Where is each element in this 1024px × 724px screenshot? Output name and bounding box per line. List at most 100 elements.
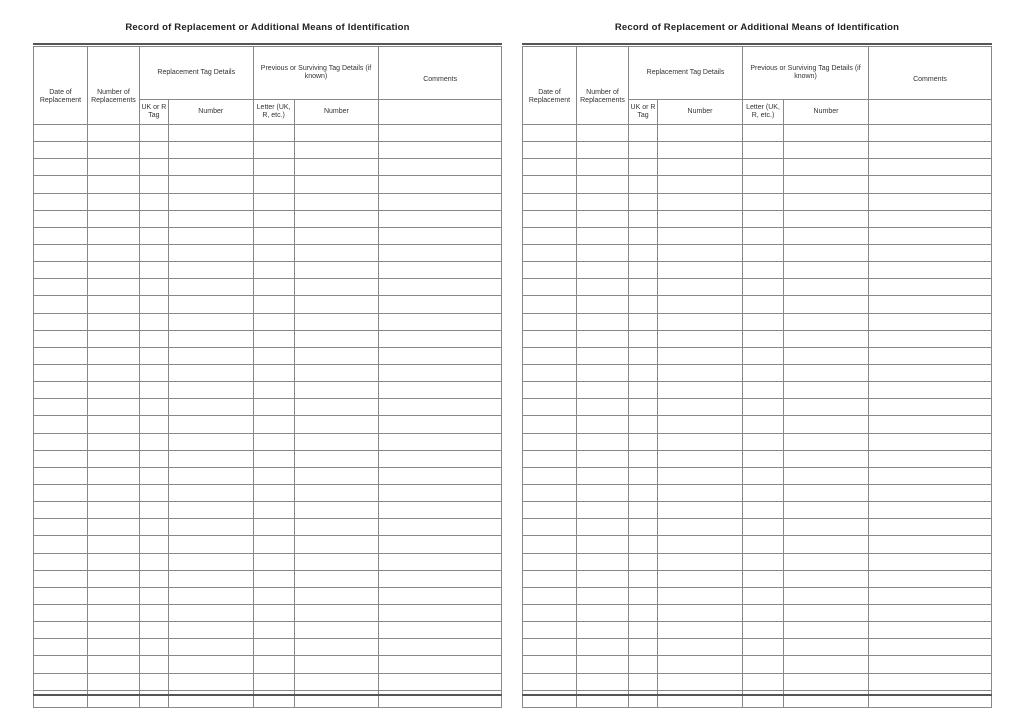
cell-number-of-replacements — [86, 586, 140, 605]
cell-previous-number — [783, 123, 869, 143]
cell-uk-or-r-tag — [628, 381, 658, 400]
cell-letter — [252, 243, 295, 263]
cell-comments — [868, 449, 992, 468]
table-row — [33, 243, 502, 263]
cell-number-of-replacements — [576, 158, 629, 177]
cell-uk-or-r-tag — [138, 123, 169, 143]
cell-previous-number — [293, 158, 380, 177]
cell-comments — [378, 329, 502, 348]
header-previous-tag-details: Previous or Surviving Tag Details (if kn… — [742, 46, 869, 100]
cell-date — [33, 672, 88, 691]
cell-date — [522, 518, 577, 537]
cell-previous-number — [293, 175, 380, 194]
cell-letter — [742, 603, 784, 623]
cell-replacement-number — [167, 638, 254, 657]
cell-letter — [742, 569, 784, 588]
cell-number-of-replacements — [86, 175, 140, 194]
cell-previous-number — [293, 312, 380, 331]
cell-uk-or-r-tag — [628, 192, 658, 211]
cell-previous-number — [783, 175, 869, 194]
table-row — [33, 141, 502, 160]
cell-number-of-replacements — [576, 261, 629, 280]
cell-number-of-replacements — [86, 158, 140, 177]
table-row — [33, 329, 502, 348]
cell-replacement-number — [657, 243, 743, 263]
cell-previous-number — [293, 415, 380, 434]
table-row — [33, 192, 502, 211]
cell-comments — [378, 278, 502, 297]
table-row — [33, 226, 502, 245]
cell-date — [33, 158, 88, 177]
cell-uk-or-r-tag — [138, 466, 169, 485]
cell-replacement-number — [657, 569, 743, 588]
cell-letter — [252, 638, 295, 657]
header-uk-or-r-tag: UK or R Tag — [138, 99, 169, 125]
cell-replacement-number — [167, 398, 254, 417]
cell-uk-or-r-tag — [138, 638, 169, 657]
cell-comments — [378, 569, 502, 588]
cell-date — [522, 672, 577, 691]
cell-replacement-number — [657, 295, 743, 314]
cell-uk-or-r-tag — [138, 655, 169, 674]
cell-number-of-replacements — [576, 141, 629, 160]
cell-number-of-replacements — [86, 209, 140, 228]
table-row — [33, 363, 502, 383]
table-row — [33, 518, 502, 537]
cell-previous-number — [783, 141, 869, 160]
cell-uk-or-r-tag — [628, 226, 658, 245]
cell-comments — [378, 415, 502, 434]
cell-letter — [742, 363, 784, 383]
table-row — [522, 501, 992, 520]
cell-letter — [742, 552, 784, 571]
table-row — [33, 295, 502, 314]
replacement-record-table: Date of Replacement Number of Replacemen… — [33, 46, 502, 708]
cell-letter — [742, 655, 784, 674]
table-row — [522, 689, 992, 708]
table-row — [33, 638, 502, 657]
cell-number-of-replacements — [86, 603, 140, 623]
cell-letter — [252, 483, 295, 503]
cell-uk-or-r-tag — [138, 398, 169, 417]
cell-comments — [868, 346, 992, 365]
cell-previous-number — [783, 449, 869, 468]
cell-uk-or-r-tag — [138, 243, 169, 263]
cell-uk-or-r-tag — [628, 638, 658, 657]
cell-previous-number — [783, 569, 869, 588]
cell-replacement-number — [657, 689, 743, 708]
header-replacement-tag-details: Replacement Tag Details — [138, 46, 254, 100]
cell-date — [33, 689, 88, 708]
cell-replacement-number — [167, 518, 254, 537]
cell-comments — [378, 381, 502, 400]
cell-uk-or-r-tag — [628, 209, 658, 228]
table-row — [522, 398, 992, 417]
cell-number-of-replacements — [576, 483, 629, 503]
cell-number-of-replacements — [576, 415, 629, 434]
cell-date — [522, 483, 577, 503]
cell-replacement-number — [657, 158, 743, 177]
cell-number-of-replacements — [86, 415, 140, 434]
cell-uk-or-r-tag — [138, 586, 169, 605]
cell-date — [522, 158, 577, 177]
cell-comments — [378, 346, 502, 365]
cell-replacement-number — [657, 466, 743, 485]
cell-previous-number — [293, 363, 380, 383]
cell-date — [33, 192, 88, 211]
cell-number-of-replacements — [86, 261, 140, 280]
cell-replacement-number — [657, 346, 743, 365]
cell-number-of-replacements — [576, 535, 629, 554]
cell-uk-or-r-tag — [628, 123, 658, 143]
cell-uk-or-r-tag — [628, 415, 658, 434]
cell-letter — [742, 278, 784, 297]
cell-replacement-number — [167, 278, 254, 297]
cell-letter — [252, 363, 295, 383]
header-previous-number: Number — [293, 99, 380, 125]
cell-replacement-number — [657, 501, 743, 520]
cell-letter — [252, 432, 295, 451]
cell-letter — [742, 432, 784, 451]
cell-replacement-number — [167, 672, 254, 691]
header-comments: Comments — [378, 46, 502, 100]
cell-previous-number — [293, 192, 380, 211]
cell-date — [33, 603, 88, 623]
cell-previous-number — [293, 398, 380, 417]
cell-comments — [378, 398, 502, 417]
